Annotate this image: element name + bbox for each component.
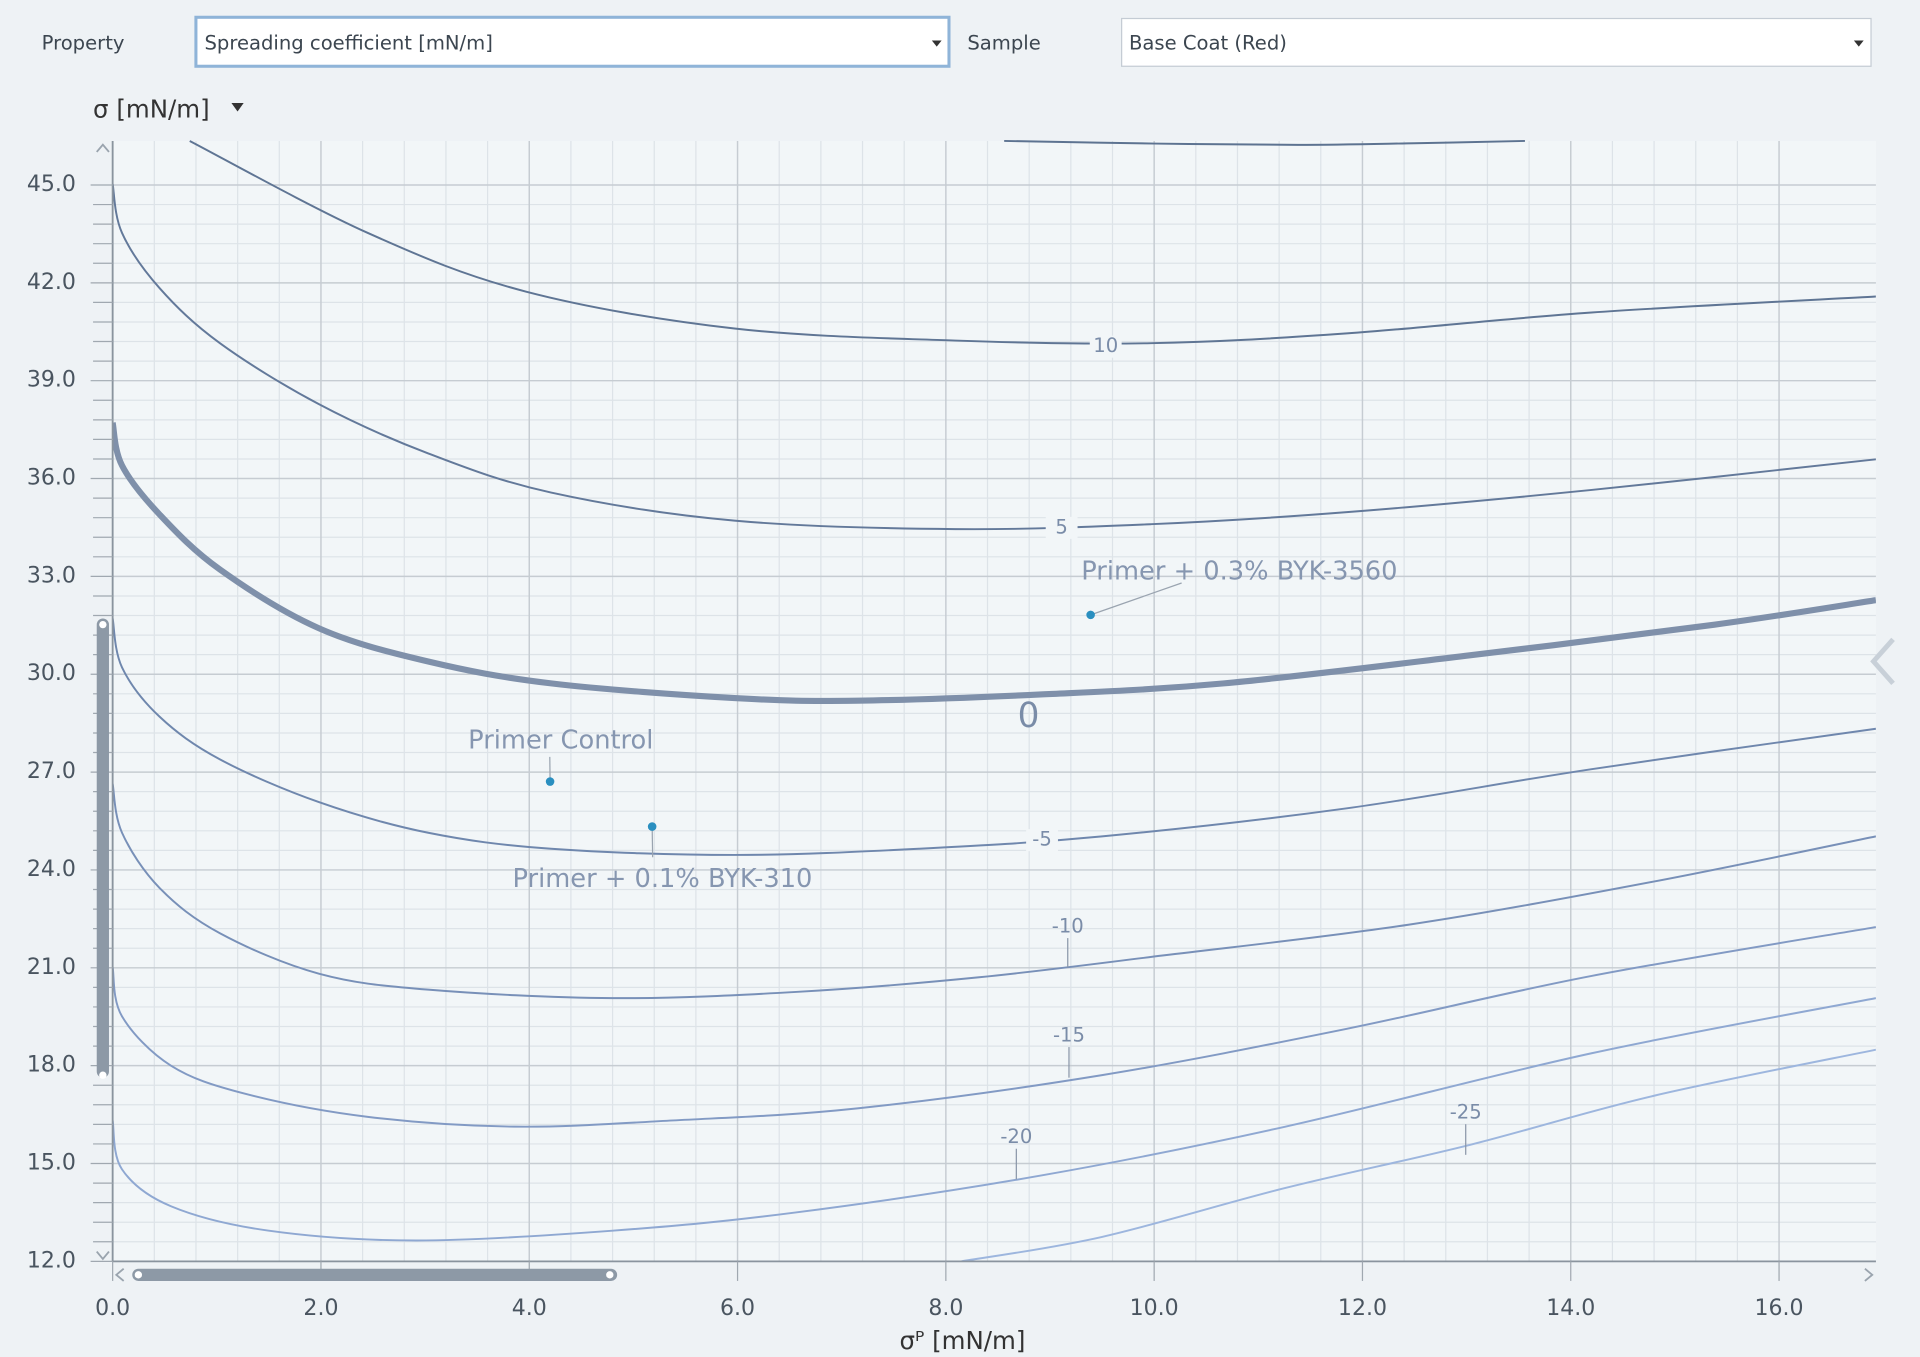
contour-labels: 10 5 0 -5 -10 -15 -20 -25 (1000, 334, 1482, 1180)
contour-label: -15 (1053, 1024, 1085, 1047)
y-tick-label: 21.0 (27, 955, 76, 980)
contour-label: -5 (1032, 828, 1052, 851)
label-bg (1045, 516, 1078, 539)
point-leader (1090, 582, 1182, 616)
h-scrollbar-thumb[interactable] (132, 1268, 618, 1281)
y-axis-menu-arrow[interactable] (231, 102, 244, 112)
contour-line (112, 422, 1876, 704)
sample-label: Sample (967, 32, 1040, 55)
x-tick-label: 6.0 (720, 1296, 755, 1321)
dropdown-arrow (931, 40, 942, 47)
dropdown-arrow (1853, 40, 1864, 47)
sample-dropdown[interactable] (1121, 17, 1872, 67)
side-panel-toggle[interactable] (1870, 637, 1895, 686)
y-tick-label: 42.0 (27, 270, 76, 295)
grid (111, 140, 1876, 1263)
scroll-handle[interactable] (99, 1071, 107, 1079)
x-tick-label: 12.0 (1338, 1296, 1387, 1321)
h-scroll-arrows[interactable] (114, 1267, 1874, 1282)
y-tick-label: 27.0 (27, 759, 76, 784)
contour-line (112, 783, 1876, 1000)
contour-line (189, 140, 1876, 345)
scroll-handle[interactable] (99, 620, 107, 629)
y-tick-label: 45.0 (27, 172, 76, 197)
x-axis-title: σᴾ [mN/m] (899, 1326, 1025, 1355)
property-dropdown[interactable] (194, 15, 951, 68)
contour-label: -20 (1000, 1125, 1032, 1148)
y-tick-label: 36.0 (27, 466, 76, 491)
y-tick-label: 15.0 (27, 1151, 76, 1176)
contour-line (961, 1048, 1876, 1262)
contour-label: 10 (1093, 334, 1118, 357)
data-point (647, 822, 657, 831)
x-tick-label: 10.0 (1130, 1296, 1179, 1321)
y-axis-title[interactable]: σ [mN/m] (93, 94, 210, 123)
label-bg (1026, 829, 1058, 852)
x-tick-label: 8.0 (928, 1296, 963, 1321)
x-tick-label: 16.0 (1755, 1296, 1804, 1321)
y-tick-label: 24.0 (27, 857, 76, 882)
point-label: Primer + 0.3% BYK-3560 (1081, 556, 1397, 586)
point-label: Primer Control (468, 725, 653, 755)
x-tick-label: 0.0 (95, 1296, 130, 1321)
scroll-handle[interactable] (606, 1271, 614, 1279)
contour-label: 0 (1018, 696, 1040, 736)
sample-value: Base Coat (Red) (1129, 32, 1287, 55)
contour-line (112, 926, 1876, 1128)
y-tick-label: 39.0 (27, 368, 76, 393)
v-scroll-arrows[interactable] (96, 143, 110, 1261)
contour-line (112, 618, 1876, 856)
label-bg (1089, 335, 1122, 358)
contour-label: -10 (1052, 915, 1084, 938)
data-point (545, 777, 555, 786)
x-tick-label: 14.0 (1546, 1296, 1595, 1321)
data-point (1086, 610, 1095, 620)
y-tick-label: 18.0 (27, 1053, 76, 1078)
property-label: Property (42, 32, 125, 55)
property-value: Spreading coefficient [mN/m] (204, 32, 492, 55)
point-leader (651, 826, 654, 858)
contour-line (112, 997, 1876, 1242)
ticks: 0.0 2.0 4.0 6.0 8.0 10.0 12.0 14.0 16.0 12.0 15.0 1… (27, 172, 1804, 1321)
contours (112, 139, 1876, 1262)
contour-label: 5 (1055, 515, 1067, 538)
v-scrollbar-thumb[interactable] (96, 618, 109, 1078)
contour-line (1004, 139, 1525, 146)
scroll-handle[interactable] (134, 1271, 143, 1279)
x-tick-label: 4.0 (512, 1296, 547, 1321)
points: Primer Control Primer + 0.1% BYK-310 Prime… (468, 556, 1397, 893)
y-tick-label: 33.0 (27, 563, 76, 588)
y-tick-label: 30.0 (27, 661, 76, 686)
contour-label: -25 (1450, 1101, 1482, 1124)
point-label: Primer + 0.1% BYK-310 (512, 864, 812, 894)
contour-line (112, 183, 1876, 531)
x-tick-label: 2.0 (303, 1296, 338, 1321)
plot-area (112, 140, 1876, 1262)
y-tick-label: 12.0 (27, 1248, 76, 1273)
